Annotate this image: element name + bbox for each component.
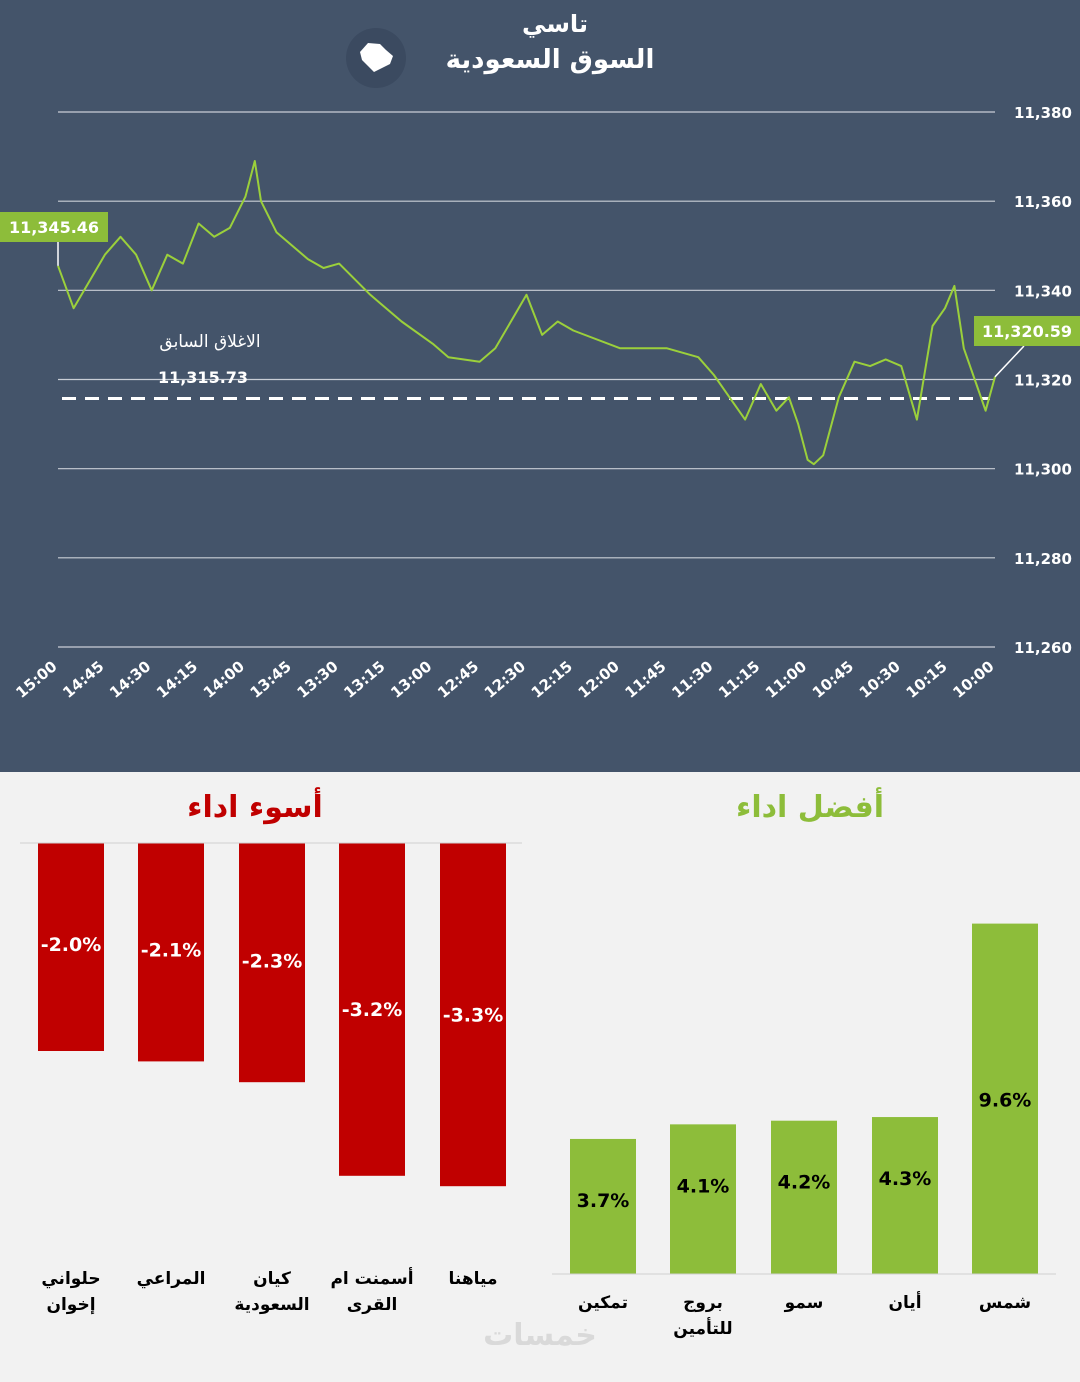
y-tick-label: 11,280 xyxy=(1014,550,1072,568)
y-tick-label: 11,340 xyxy=(1014,282,1072,300)
worst-bar-value-label: -3.2% xyxy=(342,999,403,1021)
best-bar xyxy=(872,1117,938,1274)
x-tick-label: 13:30 xyxy=(294,657,342,701)
x-tick-label: 14:00 xyxy=(200,657,248,701)
previous-close-value: 11,315.73 xyxy=(158,368,248,387)
index-chart-panel: تاسي السوق السعودية 11,380 11,360 11,340 11… xyxy=(0,0,1080,772)
worst-category-label: المراعي xyxy=(137,1269,206,1289)
watermark: خمسات xyxy=(483,1318,597,1353)
best-bar-value-label: 4.1% xyxy=(677,1175,730,1197)
x-tick-label: 11:00 xyxy=(762,657,810,701)
x-tick-label: 13:15 xyxy=(340,657,388,701)
best-category-label: للتأمين xyxy=(673,1317,732,1339)
x-tick-label: 10:45 xyxy=(809,657,857,701)
worst-category-label: إخوان xyxy=(46,1295,95,1315)
worst-bar xyxy=(239,843,305,1083)
worst-category-label: القرى xyxy=(347,1295,398,1315)
x-tick-label: 10:30 xyxy=(856,657,904,701)
x-tick-label: 12:15 xyxy=(528,657,576,701)
best-bar-value-label: 4.3% xyxy=(879,1168,932,1190)
worst-category-label: مياهنا xyxy=(449,1269,498,1289)
end-value-badge xyxy=(0,212,108,242)
x-tick-label: 15:00 xyxy=(12,657,60,701)
worst-bar-value-label: -2.1% xyxy=(141,940,202,962)
market-name: السوق السعودية xyxy=(445,45,655,75)
worst-performers-title: أسوء اداء xyxy=(187,787,323,825)
x-tick-label: 11:15 xyxy=(715,657,763,701)
x-tick-label: 11:45 xyxy=(621,657,669,701)
best-category-label: أيان xyxy=(888,1291,921,1313)
worst-category-label: أسمنت ام xyxy=(330,1267,413,1289)
y-tick-label: 11,360 xyxy=(1014,193,1072,211)
end-value-label: 11,345.46 xyxy=(9,218,99,237)
x-tick-label: 12:45 xyxy=(434,657,482,701)
worst-bar xyxy=(138,843,204,1062)
saudi-map-icon xyxy=(346,28,406,88)
best-category-label: شمس xyxy=(979,1293,1031,1313)
start-value-badge xyxy=(974,316,1080,346)
best-bar xyxy=(972,923,1038,1274)
start-value-label: 11,320.59 xyxy=(982,322,1072,341)
y-tick-label: 11,300 xyxy=(1014,461,1072,479)
x-tick-label: 11:30 xyxy=(668,657,716,701)
line-chart: 11,380 11,360 11,340 11,320 11,300 11,280 11,2… xyxy=(0,104,1080,702)
index-name: تاسي xyxy=(522,10,588,38)
x-tick-label: 12:30 xyxy=(481,657,529,701)
x-tick-label: 10:00 xyxy=(949,657,997,701)
performance-panel: أفضل اداء 9.6% شمس 4.3% أيان 4.2% سمو 4.1% بروج ل… xyxy=(0,772,1080,1382)
previous-close-label: الاغلاق السابق xyxy=(159,332,260,352)
y-tick-label: 11,260 xyxy=(1014,639,1072,657)
performance-bar-charts: أفضل اداء 9.6% شمس 4.3% أيان 4.2% سمو 4.1% بروج ل… xyxy=(20,787,1056,1339)
worst-bar-value-label: -2.3% xyxy=(242,950,303,972)
best-category-label: سمو xyxy=(784,1293,824,1313)
worst-bar-value-label: -3.3% xyxy=(443,1004,504,1026)
best-bar xyxy=(570,1138,636,1274)
worst-bar xyxy=(38,843,104,1051)
x-tick-label: 13:45 xyxy=(247,657,295,701)
best-category-label: بروج xyxy=(683,1293,723,1313)
worst-category-label: كيان xyxy=(253,1269,291,1289)
y-tick-label: 11,380 xyxy=(1014,104,1072,122)
best-bar xyxy=(771,1120,837,1274)
worst-bar xyxy=(339,843,405,1176)
index-price-line xyxy=(57,160,996,466)
x-tick-label: 14:45 xyxy=(59,657,107,701)
worst-bar xyxy=(440,843,506,1187)
x-tick-label: 12:00 xyxy=(575,657,623,701)
worst-category-label: حلواني xyxy=(41,1269,100,1289)
x-tick-label: 14:15 xyxy=(153,657,201,701)
best-bar-value-label: 4.2% xyxy=(778,1172,831,1194)
best-category-label: تمكين xyxy=(578,1293,628,1313)
best-bar-value-label: 9.6% xyxy=(979,1090,1032,1112)
best-performers-title: أفضل اداء xyxy=(736,787,884,825)
worst-category-label: السعودية xyxy=(234,1295,309,1315)
x-tick-label: 14:30 xyxy=(106,657,154,701)
x-tick-label: 13:00 xyxy=(387,657,435,701)
y-tick-label: 11,320 xyxy=(1014,372,1072,390)
best-bar xyxy=(670,1124,736,1274)
worst-bar-value-label: -2.0% xyxy=(41,934,102,956)
x-tick-label: 10:15 xyxy=(903,657,951,701)
start-value-pointer xyxy=(994,345,1025,378)
best-bar-value-label: 3.7% xyxy=(577,1190,630,1212)
